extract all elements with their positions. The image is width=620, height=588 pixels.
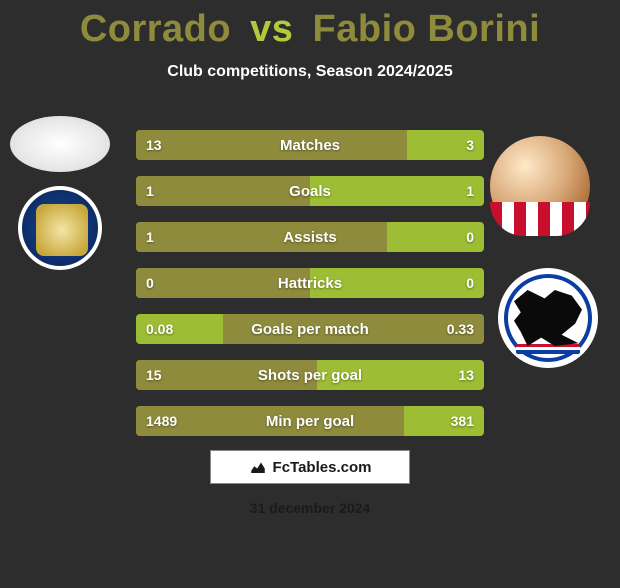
stat-row: 1513Shots per goal <box>136 360 484 390</box>
player-right-avatar <box>490 136 590 236</box>
stat-row: 1489381Min per goal <box>136 406 484 436</box>
footer-date: 31 december 2024 <box>0 500 620 516</box>
stat-row: 0.080.33Goals per match <box>136 314 484 344</box>
stat-label: Hattricks <box>136 268 484 298</box>
stat-row: 133Matches <box>136 130 484 160</box>
stat-label: Assists <box>136 222 484 252</box>
stat-label: Goals per match <box>136 314 484 344</box>
stat-row: 10Assists <box>136 222 484 252</box>
stats-bars: 133Matches 11Goals 10Assists 00Hattricks 0.0… <box>136 130 484 452</box>
player-right-name: Fabio Borini <box>313 8 541 50</box>
brand-text: FcTables.com <box>273 459 372 476</box>
stat-row: 00Hattricks <box>136 268 484 298</box>
chart-icon <box>249 458 267 476</box>
brand-box: FcTables.com <box>210 450 410 484</box>
club-right-crest <box>498 268 598 368</box>
stat-label: Matches <box>136 130 484 160</box>
subtitle: Club competitions, Season 2024/2025 <box>0 63 620 81</box>
player-left-name: Corrado <box>80 8 231 50</box>
player-left-avatar <box>10 116 110 172</box>
stat-row: 11Goals <box>136 176 484 206</box>
comparison-title: Corrado vs Fabio Borini <box>0 8 620 51</box>
stat-label: Shots per goal <box>136 360 484 390</box>
stat-label: Goals <box>136 176 484 206</box>
stat-label: Min per goal <box>136 406 484 436</box>
club-left-crest <box>18 186 102 270</box>
title-separator: vs <box>250 8 293 50</box>
